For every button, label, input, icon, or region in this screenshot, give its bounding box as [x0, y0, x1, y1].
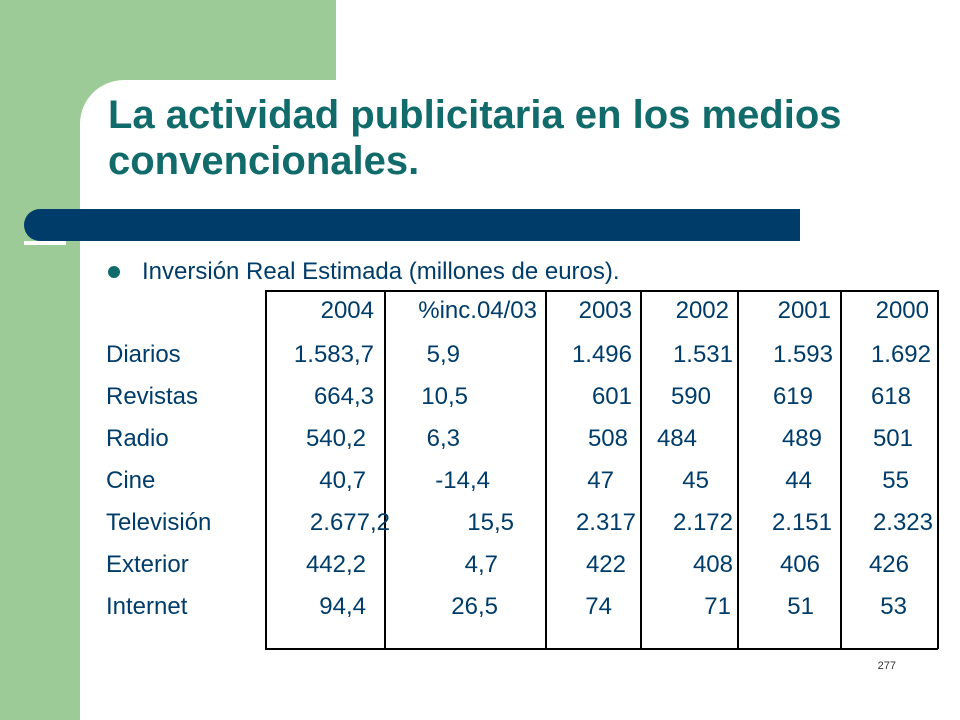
page-number: 277 — [877, 660, 896, 672]
table-cell: 55 — [882, 467, 909, 494]
bullet-item: Inversión Real Estimada (millones de eur… — [108, 256, 620, 288]
table-cell: 619 — [772, 383, 813, 410]
title-bar-notch — [24, 241, 66, 245]
header-cell: 2001 — [777, 297, 831, 324]
table-cell: 4,7 — [464, 551, 498, 578]
title-underline-bar — [24, 209, 800, 241]
header-cell: 2000 — [875, 297, 929, 324]
row-label: Diarios — [106, 341, 181, 368]
table-cell: 590 — [670, 383, 711, 410]
row-label: Internet — [106, 593, 188, 620]
bullet-text: Inversión Real Estimada (millones de eur… — [142, 258, 620, 285]
row-label: Revistas — [106, 383, 199, 410]
table-cell: 508 — [587, 425, 628, 452]
row-label: Radio — [106, 425, 169, 452]
slide-title: La actividad publicitaria en los medios … — [108, 93, 842, 183]
table-cell: 2.172 — [672, 509, 733, 536]
table-cell: 601 — [591, 383, 632, 410]
row-label: Televisión — [106, 509, 212, 536]
table-cell: 2.677,2 — [309, 509, 390, 536]
table-bottom-border — [265, 648, 938, 650]
table-cell: 74 — [585, 593, 612, 620]
table-cell: 408 — [692, 551, 733, 578]
table-cell: 26,5 — [451, 593, 498, 620]
table-cell: 10,5 — [421, 383, 468, 410]
table-cell: 45 — [682, 467, 709, 494]
header-cell: 2002 — [675, 297, 729, 324]
table-cell: -14,4 — [435, 467, 490, 494]
table-cell: 1.593 — [772, 341, 833, 368]
table-cell: 484 — [656, 425, 697, 452]
table-cell: 442,2 — [305, 551, 366, 578]
table-cell: 47 — [587, 467, 614, 494]
table-column-divider — [840, 290, 842, 649]
table-cell: 44 — [785, 467, 812, 494]
table-cell: 15,5 — [467, 509, 514, 536]
table-cell: 51 — [787, 593, 814, 620]
table-cell: 1.692 — [870, 341, 931, 368]
row-label: Cine — [106, 467, 156, 494]
table-cell: 489 — [781, 425, 822, 452]
table-column-divider — [640, 290, 642, 649]
table-cell: 426 — [868, 551, 909, 578]
table-cell: 618 — [870, 383, 911, 410]
table-cell: 664,3 — [313, 383, 374, 410]
table-column-divider — [937, 290, 939, 649]
table-column-divider — [384, 290, 386, 649]
table-cell: 2.151 — [771, 509, 832, 536]
table-cell: 501 — [872, 425, 913, 452]
table-cell: 1.496 — [571, 341, 632, 368]
header-cell: 2003 — [578, 297, 632, 324]
table-cell: 53 — [880, 593, 907, 620]
table-cell: 6,3 — [426, 425, 460, 452]
table-cell: 40,7 — [319, 467, 366, 494]
table-cell: 71 — [704, 593, 731, 620]
table-cell: 2.323 — [872, 509, 933, 536]
table-top-border — [265, 290, 938, 292]
table-cell: 94,4 — [319, 593, 366, 620]
table-cell: 1.583,7 — [293, 341, 374, 368]
table-cell: 406 — [779, 551, 820, 578]
table-cell: 5,9 — [426, 341, 460, 368]
table-column-divider — [737, 290, 739, 649]
header-cell: 2004 — [320, 297, 374, 324]
content-panel — [80, 80, 960, 720]
table-column-divider — [545, 290, 547, 649]
table-cell: 2.317 — [575, 509, 636, 536]
header-cell: %inc.04/03 — [418, 297, 537, 324]
table-cell: 422 — [585, 551, 626, 578]
table-cell: 540,2 — [305, 425, 366, 452]
table-column-divider — [265, 290, 267, 649]
row-label: Exterior — [106, 551, 189, 578]
table-cell: 1.531 — [672, 341, 733, 368]
bullet-dot-icon — [108, 266, 120, 278]
